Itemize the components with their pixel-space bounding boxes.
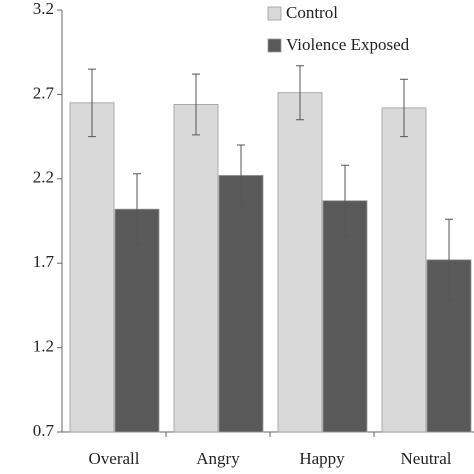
error-bar bbox=[400, 78, 408, 138]
y-tick-label: 0.7 bbox=[33, 421, 55, 440]
x-tick-label: Neutral bbox=[401, 449, 452, 468]
error-bar bbox=[133, 173, 141, 246]
bar bbox=[381, 107, 427, 433]
y-tick-label: 1.2 bbox=[33, 337, 54, 356]
legend-swatch bbox=[267, 6, 282, 21]
error-bar bbox=[341, 164, 349, 237]
bar bbox=[277, 92, 323, 433]
error-bar bbox=[445, 218, 453, 301]
error-bar bbox=[237, 144, 245, 207]
x-tick-label: Happy bbox=[299, 449, 345, 468]
bar bbox=[173, 104, 219, 433]
bar bbox=[218, 175, 264, 433]
legend-label: Control bbox=[286, 3, 338, 22]
legend-label: Violence Exposed bbox=[286, 35, 410, 54]
y-tick-label: 2.2 bbox=[33, 168, 54, 187]
y-tick-label: 3.2 bbox=[33, 0, 54, 18]
bar bbox=[114, 208, 160, 433]
bar bbox=[69, 102, 115, 433]
y-tick-label: 1.7 bbox=[33, 252, 55, 271]
x-tick-label: Angry bbox=[196, 449, 240, 468]
x-tick-label: Overall bbox=[89, 449, 140, 468]
error-bar bbox=[192, 73, 200, 136]
y-tick-label: 2.7 bbox=[33, 83, 55, 102]
legend-swatch bbox=[267, 38, 282, 53]
error-bar bbox=[296, 65, 304, 121]
bar bbox=[322, 200, 368, 433]
error-bar bbox=[88, 68, 96, 138]
